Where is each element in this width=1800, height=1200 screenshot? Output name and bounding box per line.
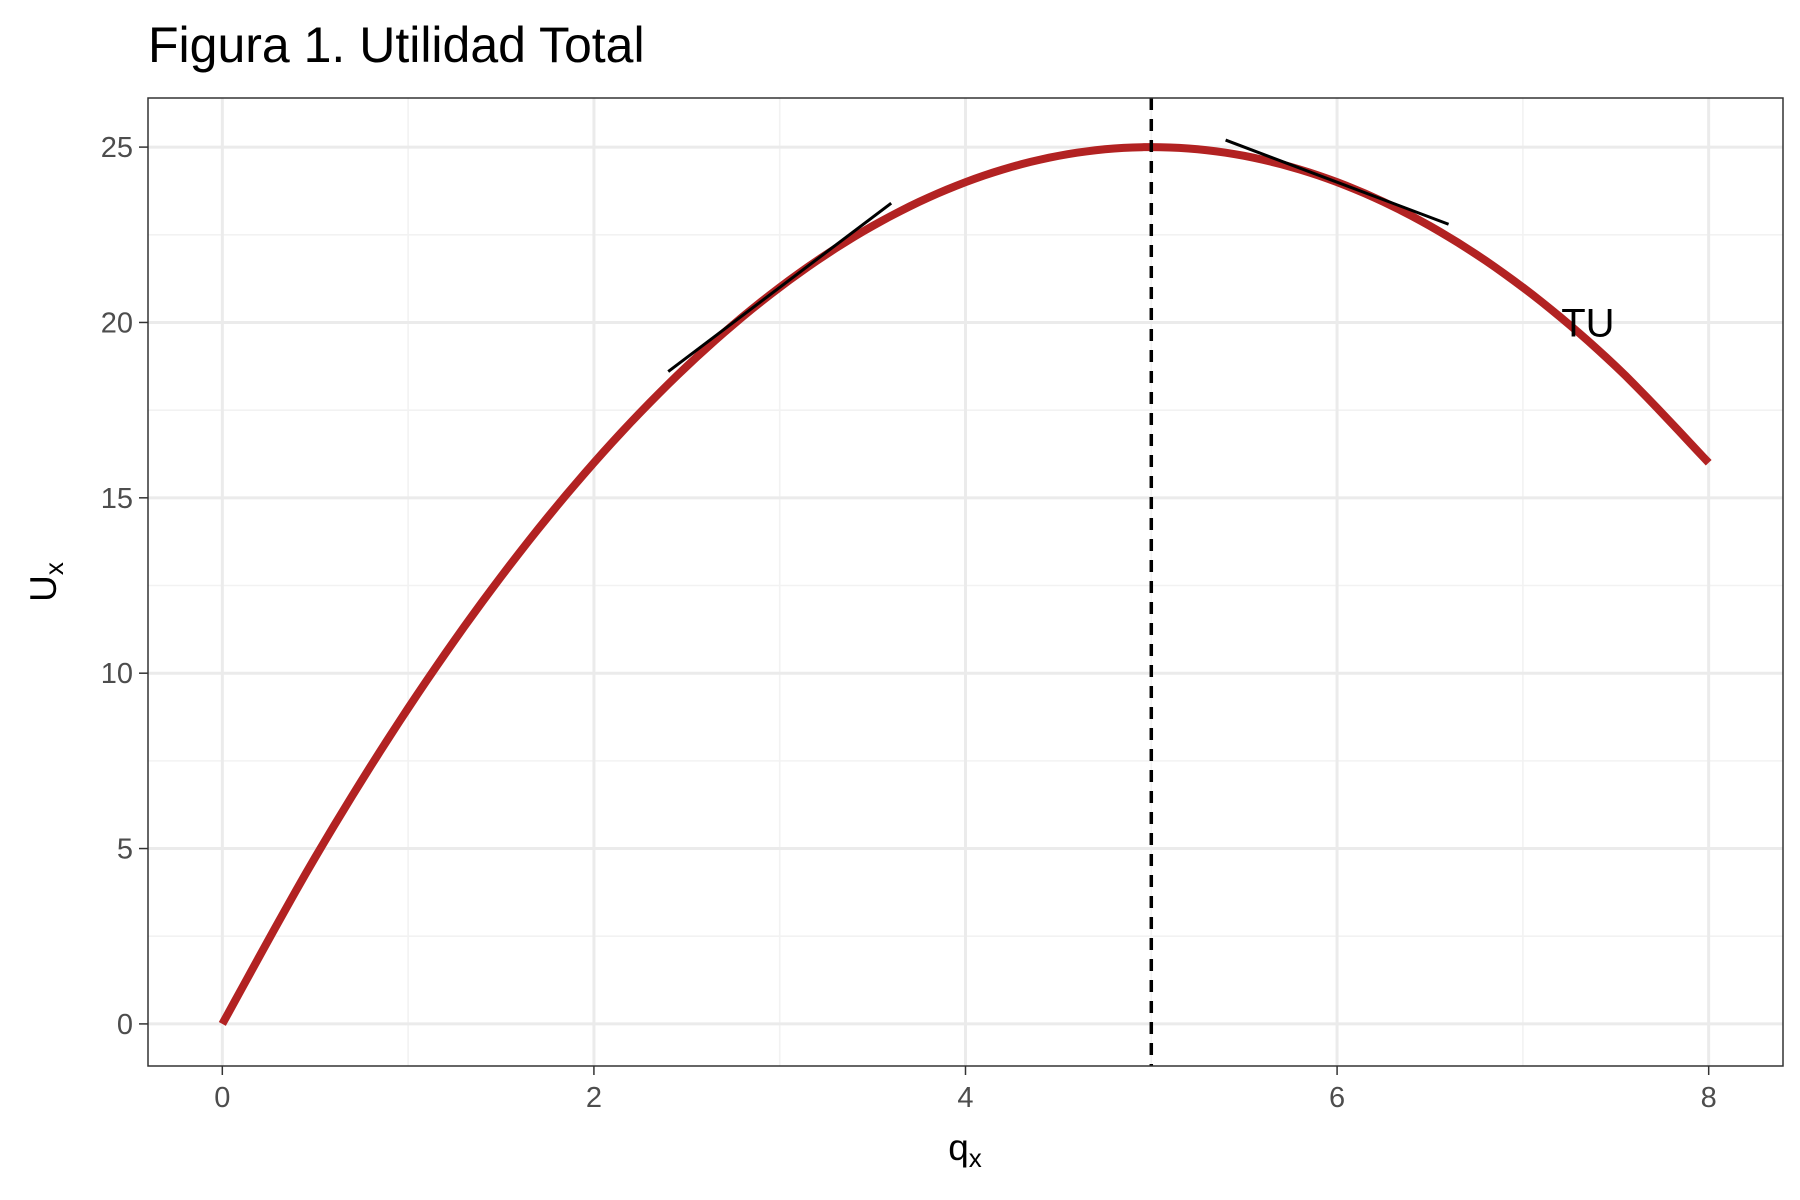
x-axis-title: qx [948, 1127, 982, 1173]
y-tick-label: 5 [117, 834, 133, 866]
x-tick-label: 6 [1329, 1082, 1345, 1114]
y-tick-label: 15 [101, 483, 133, 515]
y-axis-title: Ux [23, 562, 69, 602]
chart-title: Figura 1. Utilidad Total [148, 17, 645, 73]
y-tick-label: 25 [101, 132, 133, 164]
plot-lines: TU [218, 98, 1712, 1066]
panel-border [147, 97, 1784, 1067]
tangent-line-2 [1225, 138, 1450, 226]
curve-label-tu: TU [1561, 301, 1614, 345]
x-tick-label: 0 [214, 1082, 230, 1114]
axis-ticks: 0 2 4 6 8 0 5 10 15 20 25 [101, 132, 1717, 1114]
y-tick-label: 10 [101, 658, 133, 690]
y-tick-label: 0 [117, 1009, 133, 1041]
tangent-line-1 [667, 202, 893, 373]
y-axis-title-main: U [23, 575, 64, 602]
y-tick-label: 20 [101, 307, 133, 339]
x-axis-title-subscript: x [969, 1143, 982, 1173]
y-axis-title-subscript: x [39, 562, 69, 575]
x-axis-title-main: q [948, 1127, 969, 1168]
x-tick-label: 2 [586, 1082, 602, 1114]
x-tick-label: 8 [1701, 1082, 1717, 1114]
x-tick-label: 4 [957, 1082, 973, 1114]
grid [148, 98, 1783, 1066]
total-utility-curve [218, 143, 1712, 1026]
